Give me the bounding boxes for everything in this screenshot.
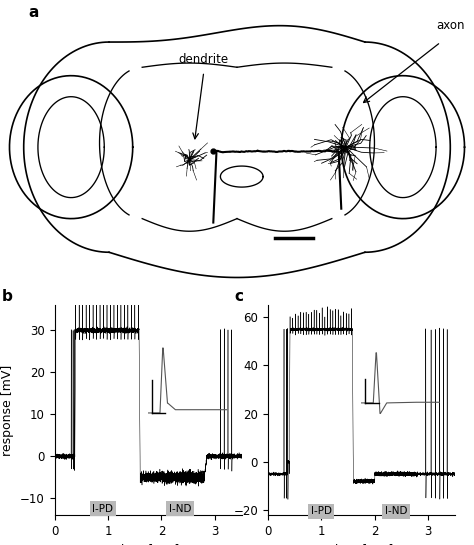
- Text: a: a: [28, 5, 39, 20]
- Text: b: b: [2, 289, 13, 304]
- X-axis label: time [sec]: time [sec]: [330, 543, 393, 545]
- Text: dendrite: dendrite: [179, 53, 229, 66]
- Text: c: c: [234, 289, 243, 304]
- X-axis label: time [sec]: time [sec]: [117, 543, 180, 545]
- Text: I-PD: I-PD: [92, 504, 113, 514]
- Text: axon: axon: [436, 20, 465, 33]
- Text: I-ND: I-ND: [169, 504, 191, 514]
- Text: I-PD: I-PD: [311, 506, 332, 517]
- Text: I-ND: I-ND: [385, 506, 408, 517]
- Y-axis label: response [mV]: response [mV]: [1, 365, 15, 456]
